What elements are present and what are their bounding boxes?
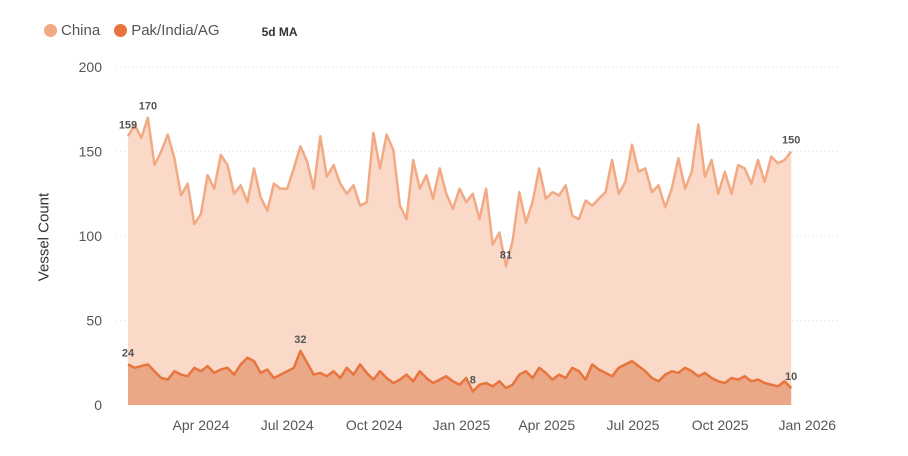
y-tick-label-50: 50 [86,313,102,329]
data-label-7: 10 [785,371,797,383]
data-label-2: 81 [500,249,512,261]
legend-item-pak-india-ag[interactable]: Pak/India/AG [114,22,220,39]
x-tick-label-7: Jan 2026 [778,417,836,433]
x-tick-label-1: Jul 2024 [261,417,314,433]
data-label-1: 170 [139,101,157,113]
data-label-4: 24 [122,347,135,359]
x-tick-label-4: Apr 2025 [518,417,575,433]
moving-average-note: 5d MA [261,24,298,39]
x-tick-label-6: Oct 2025 [692,417,749,433]
series-area-0 [128,117,792,405]
y-tick-label-100: 100 [79,228,103,244]
x-tick-label-0: Apr 2024 [173,417,230,433]
y-tick-label-200: 200 [79,59,103,75]
data-label-0: 159 [119,119,137,131]
y-tick-label-150: 150 [79,144,103,160]
legend-label-china: China [61,22,101,39]
legend: China Pak/India/AG 5d MA [44,22,298,39]
legend-marker-china [44,24,57,37]
legend-label-pak-india-ag: Pak/India/AG [131,22,220,39]
y-tick-label-0: 0 [94,397,102,413]
series-line-1 [127,349,793,393]
data-label-3: 150 [782,135,800,147]
series-line-0 [126,116,793,268]
legend-marker-pak-india-ag [114,24,128,37]
data-label-5: 32 [294,334,306,346]
legend-item-china[interactable]: China [44,22,100,39]
x-tick-label-2: Oct 2024 [346,417,403,433]
x-tick-label-3: Jan 2025 [433,417,491,433]
x-tick-label-5: Jul 2025 [606,417,659,433]
data-label-6: 8 [470,374,476,386]
